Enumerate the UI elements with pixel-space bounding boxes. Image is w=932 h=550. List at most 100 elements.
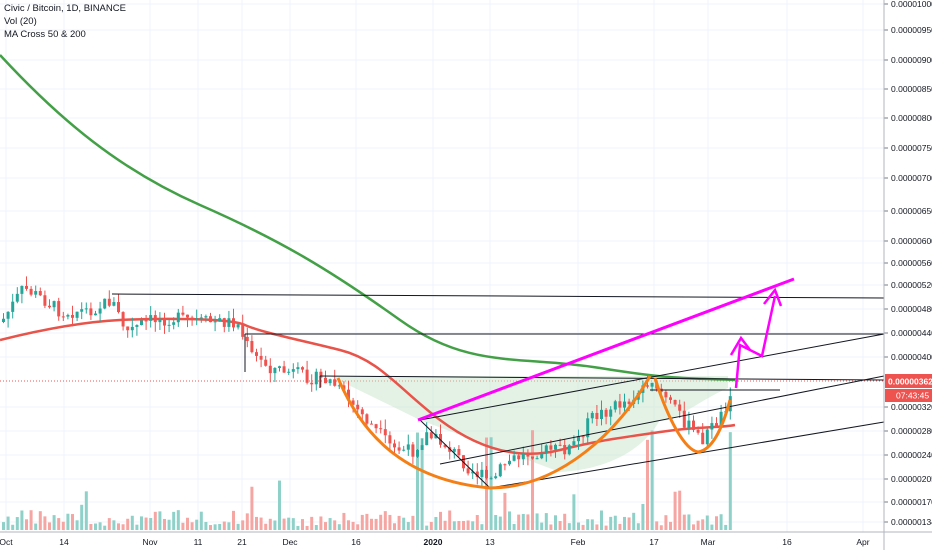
volume-bar — [416, 432, 419, 530]
candle-body — [682, 410, 686, 428]
candle-body — [144, 320, 148, 322]
volume-bar — [310, 516, 314, 530]
symbol-title[interactable]: Civic / Bitcoin, 1D, BINANCE — [4, 3, 126, 14]
volume-bar — [590, 519, 594, 530]
volume-bar — [71, 514, 74, 530]
volume-bar — [443, 520, 447, 530]
candle-body — [126, 326, 130, 331]
volume-bar — [98, 522, 102, 530]
volume-bar — [508, 511, 511, 530]
volume-bar — [365, 513, 369, 530]
handle-curve — [653, 377, 732, 454]
volume-bar — [121, 524, 125, 530]
volume-bar — [278, 480, 281, 530]
candle-body — [319, 371, 323, 378]
volume-bar — [43, 516, 47, 530]
price-axis[interactable]: 0.00001000 0.00000950 0.00000900 0.00000850… — [883, 0, 932, 550]
candle-body — [356, 404, 360, 410]
volume-bar — [457, 521, 461, 530]
y-tick-label: 0.00000240 — [891, 450, 932, 460]
x-tick-label: 11 — [194, 537, 203, 547]
x-tick-label: Apr — [856, 537, 869, 547]
y-tick-label: 0.00000650 — [891, 206, 932, 216]
candle-body — [715, 423, 718, 426]
ma-cross-indicator-label[interactable]: MA Cross 50 & 200 — [4, 29, 86, 40]
volume-bar — [11, 524, 15, 530]
candle-body — [687, 420, 691, 428]
candle-body — [563, 444, 567, 455]
volume-bar — [659, 525, 663, 530]
cup-shaded-area — [330, 376, 728, 472]
x-tick-label: 13 — [485, 537, 495, 547]
volume-bar — [158, 511, 162, 530]
volume-bar — [117, 523, 120, 530]
volume-bar — [149, 518, 153, 530]
ma-200-line — [0, 54, 736, 382]
candle-body — [549, 445, 553, 450]
volume-bar — [140, 516, 143, 530]
volume-bar — [112, 520, 116, 530]
candle-body — [48, 305, 51, 308]
volume-bar — [383, 511, 387, 530]
candle-body — [328, 379, 332, 384]
trendline-drawings[interactable] — [111, 277, 885, 490]
volume-bar — [549, 524, 553, 530]
candle-body — [204, 316, 208, 318]
volume-bar — [567, 523, 571, 530]
volume-bar — [324, 522, 327, 530]
y-tick-label: 0.00000700 — [891, 173, 932, 183]
candle-body — [480, 469, 484, 477]
time-axis[interactable]: Oct 14 Nov 11 21 Dec 16 2020 13 Feb 17 Mar 16 Apr — [0, 531, 932, 547]
volume-bar — [710, 524, 714, 530]
y-tick-label: 0.00000400 — [891, 352, 932, 362]
x-tick-label: Feb — [571, 537, 586, 547]
candle-body — [485, 469, 488, 479]
volume-bar — [425, 525, 429, 530]
volume-indicator-label[interactable]: Vol (20) — [4, 16, 37, 27]
candle-body — [75, 311, 79, 318]
candle-body — [531, 456, 534, 459]
candle-body — [163, 319, 166, 326]
volume-bar — [241, 520, 245, 530]
volume-bar — [439, 511, 442, 530]
volume-bar — [20, 510, 24, 530]
volume-bar — [15, 517, 19, 530]
volume-bar — [34, 523, 38, 530]
candle-body — [379, 428, 383, 430]
candle-body — [512, 455, 516, 461]
candle-body — [241, 324, 245, 337]
x-tick-label: 16 — [351, 537, 361, 547]
volume-bar — [577, 522, 580, 530]
candle-body — [61, 316, 65, 318]
volume-bar — [291, 518, 295, 530]
x-tick-label: 21 — [237, 537, 247, 547]
candle-body — [540, 453, 544, 459]
volume-bar — [673, 491, 677, 530]
last-price-label: 0.00000362 07:43:45 — [885, 374, 932, 402]
candle-body — [167, 324, 171, 326]
candle-body — [291, 369, 295, 372]
candle-body — [282, 366, 286, 373]
candle-body — [172, 322, 176, 325]
y-tick-label: 0.00000520 — [891, 280, 932, 290]
volume-bar — [636, 523, 640, 530]
volume-bar — [6, 516, 10, 530]
candle-body — [255, 352, 258, 356]
candle-body — [25, 285, 28, 289]
volume-bar — [25, 519, 28, 530]
volume-bar — [273, 520, 277, 530]
volume-bar — [682, 514, 686, 530]
candle-body — [452, 449, 456, 452]
volume-bar — [489, 437, 493, 530]
candle-body — [393, 443, 396, 448]
candle-body — [153, 315, 157, 323]
candle-body — [586, 418, 590, 438]
volume-bar — [429, 521, 433, 530]
volume-bar — [388, 514, 392, 530]
volume-bar — [296, 525, 300, 530]
volume-bar — [38, 511, 42, 530]
volume-bar — [609, 516, 613, 530]
y-tick-label: 0.00000560 — [891, 258, 932, 268]
candle-body — [38, 291, 42, 296]
